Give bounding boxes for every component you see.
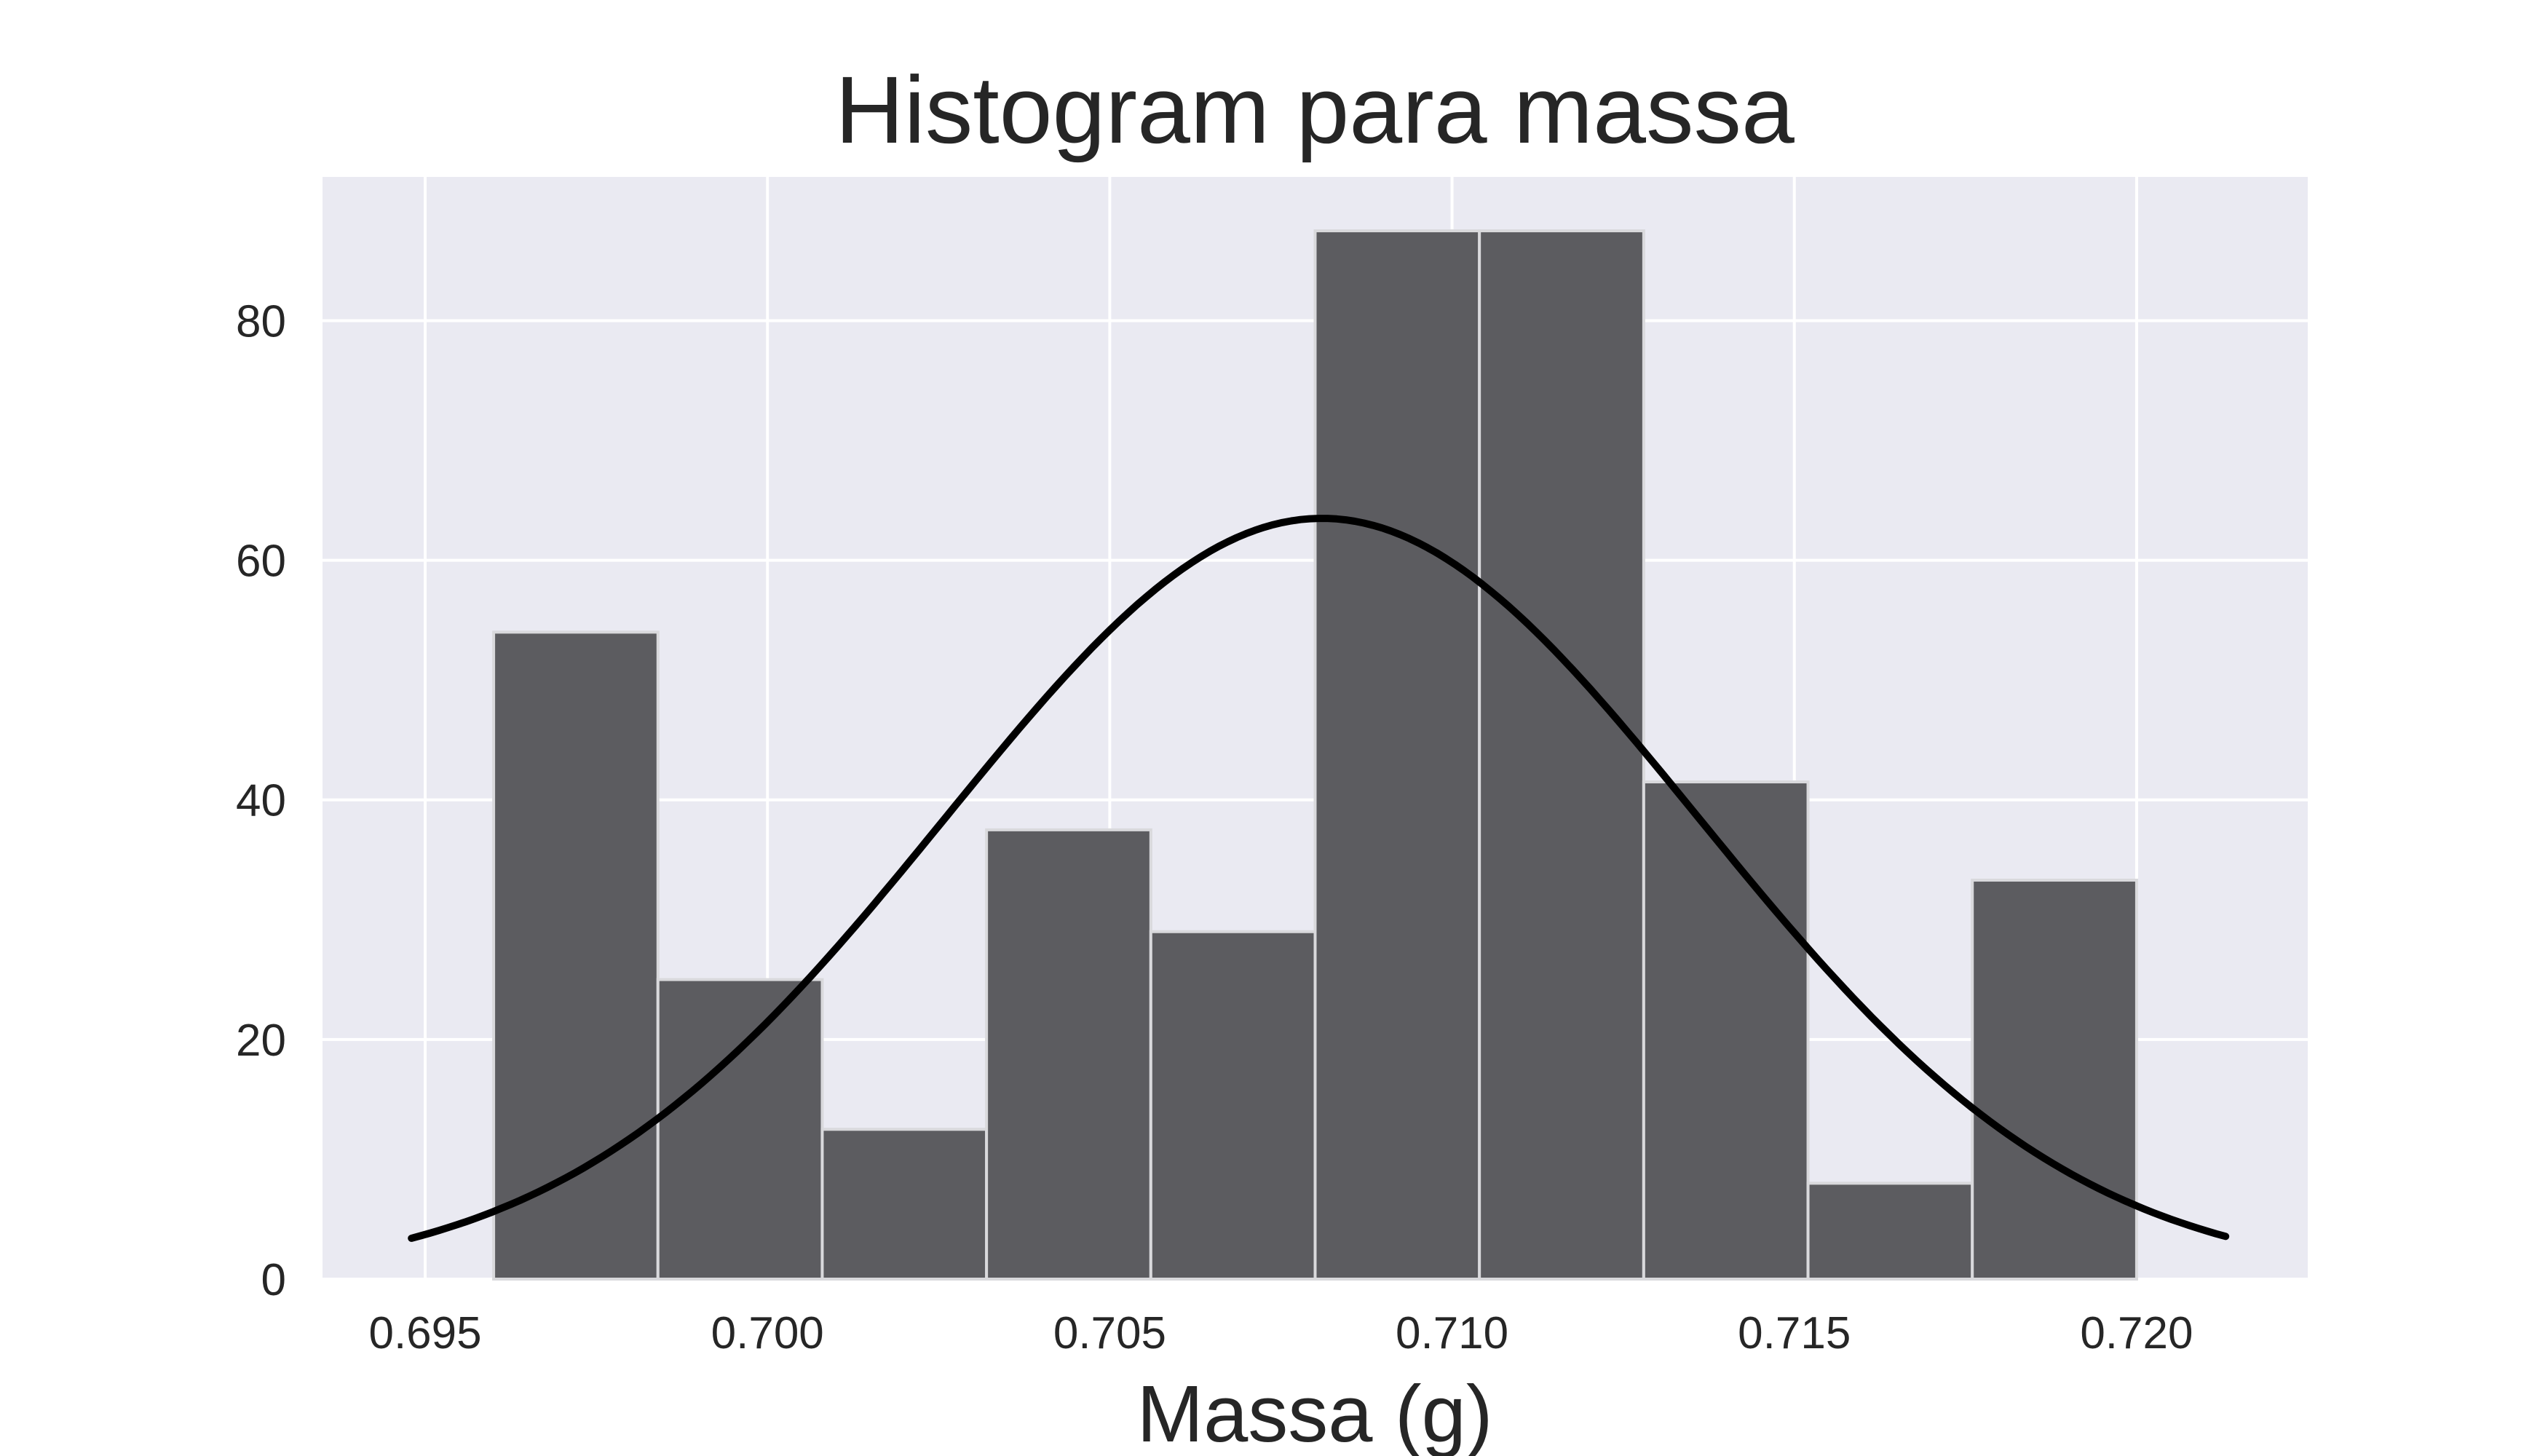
y-tick-label: 20 — [236, 1016, 286, 1066]
histogram-bars — [492, 229, 2138, 1281]
histogram-bar — [1971, 878, 2138, 1281]
x-tick-label: 0.710 — [1396, 1308, 1508, 1358]
histogram-bar — [1642, 780, 1810, 1281]
chart-title: Histogram para massa — [835, 56, 1795, 163]
y-tick-label: 80 — [236, 296, 286, 347]
y-tick-label: 40 — [236, 776, 286, 826]
x-tick-labels: 0.695 0.700 0.705 0.710 0.715 0.720 — [368, 1308, 2193, 1358]
x-tick-label: 0.700 — [711, 1308, 824, 1358]
y-tick-label: 60 — [236, 537, 286, 587]
histogram-bar — [820, 1128, 989, 1281]
x-tick-label: 0.715 — [1738, 1308, 1851, 1358]
normal-fit-curve — [408, 515, 2230, 1242]
histogram-bar — [1149, 930, 1317, 1281]
x-axis-label: Massa (g) — [1137, 1369, 1493, 1456]
histogram-bar — [656, 978, 824, 1281]
histogram-bar — [1806, 1182, 1974, 1281]
x-tick-label: 0.695 — [368, 1308, 481, 1358]
histogram-bar — [985, 828, 1152, 1281]
histogram-bar — [492, 630, 660, 1281]
y-tick-labels: 0 20 40 60 80 — [236, 296, 286, 1305]
y-tick-label: 0 — [261, 1255, 286, 1305]
x-tick-label: 0.720 — [2080, 1308, 2193, 1358]
histogram-bar — [1478, 229, 1645, 1281]
x-tick-label: 0.705 — [1053, 1308, 1166, 1358]
histogram-bar — [1313, 229, 1481, 1281]
